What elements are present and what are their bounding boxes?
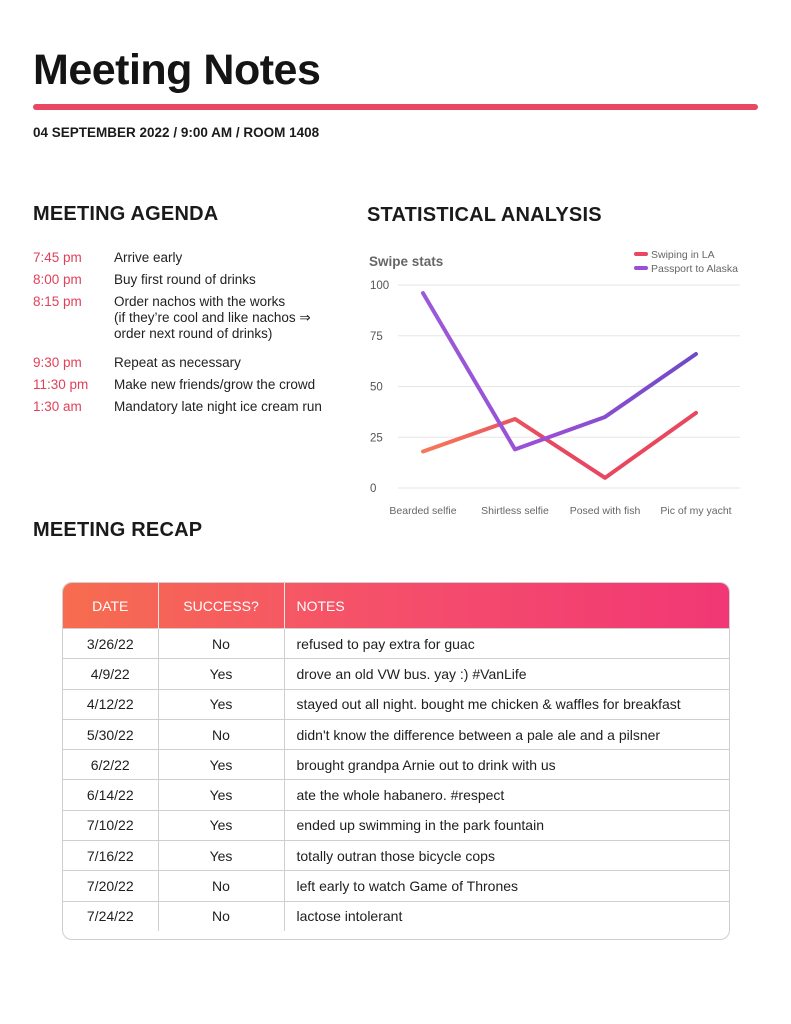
agenda-time: 8:00 pm <box>33 272 82 287</box>
legend-label: Swiping in LA <box>651 249 715 261</box>
cell-date: 5/30/22 <box>63 718 159 750</box>
cell-notes: ate the whole habanero. #respect <box>284 779 729 811</box>
table-row: 5/30/22 No didn't know the difference betw… <box>63 718 729 750</box>
cell-success: No <box>158 870 285 902</box>
column-header: DATE <box>63 583 159 629</box>
recap-table-header: DATE SUCCESS? NOTES <box>63 583 729 629</box>
recap-table: DATE SUCCESS? NOTES 3/26/22 No refused to pa… <box>62 582 730 940</box>
agenda-heading: MEETING AGENDA <box>33 203 219 225</box>
table-row: 3/26/22 No refused to pay extra for guac <box>63 627 729 659</box>
cell-notes: ended up swimming in the park fountain <box>284 809 729 841</box>
agenda-subtext: (if they’re cool and like nachos ⇒ order… <box>114 310 311 341</box>
agenda-item: 9:30 pm Repeat as necessary <box>33 355 353 371</box>
table-row: 6/14/22 Yes ate the whole habanero. #respe… <box>63 779 729 811</box>
cell-success: Yes <box>158 688 285 720</box>
cell-notes: refused to pay extra for guac <box>284 627 729 659</box>
agenda-list: 7:45 pm Arrive early 8:00 pm Buy first roun… <box>33 250 353 421</box>
table-row: 6/2/22 Yes brought grandpa Arnie out to dr… <box>63 749 729 780</box>
series-line <box>421 291 698 452</box>
agenda-time: 9:30 pm <box>33 355 82 370</box>
cell-success: No <box>158 718 285 750</box>
swipe-stats-chart: Swipe stats 0 25 50 75 100 Bearded selfie Shirt… <box>369 249 740 517</box>
agenda-time: 11:30 pm <box>33 377 89 392</box>
recap-table-body: 3/26/22 No refused to pay extra for guac 4/… <box>63 627 729 931</box>
x-tick-label: Bearded selfie <box>389 505 456 517</box>
agenda-text: Repeat as necessary <box>114 355 241 370</box>
agenda-time: 8:15 pm <box>33 294 82 309</box>
cell-notes: totally outran those bicycle cops <box>284 840 729 871</box>
cell-success: Yes <box>158 658 285 690</box>
agenda-text: Make new friends/grow the crowd <box>114 377 316 392</box>
cell-date: 4/9/22 <box>63 658 159 690</box>
agenda-item: 8:00 pm Buy first round of drinks <box>33 272 353 288</box>
cell-notes: drove an old VW bus. yay :) #VanLife <box>284 658 729 690</box>
table-row: 4/9/22 Yes drove an old VW bus. yay :) #Va… <box>63 658 729 690</box>
recap-heading: MEETING RECAP <box>33 519 203 541</box>
table-row: 7/16/22 Yes totally outran those bicycle … <box>63 840 729 871</box>
cell-success: Yes <box>158 779 285 811</box>
y-tick-label: 0 <box>370 483 376 495</box>
cell-date: 3/26/22 <box>63 627 159 659</box>
x-tick-label: Shirtless selfie <box>481 505 549 517</box>
cell-date: 7/16/22 <box>63 840 159 871</box>
cell-success: Yes <box>158 840 285 871</box>
cell-date: 7/10/22 <box>63 809 159 841</box>
y-tick-label: 75 <box>370 331 383 343</box>
x-tick-label: Pic of my yacht <box>660 505 731 517</box>
cell-success: Yes <box>158 809 285 841</box>
cell-notes: didn't know the difference between a pal… <box>284 718 729 750</box>
cell-success: No <box>158 627 285 659</box>
y-tick-label: 100 <box>370 280 389 292</box>
cell-date: 6/14/22 <box>63 779 159 811</box>
agenda-text: Order nachos with the works <box>114 294 286 309</box>
x-tick-label: Posed with fish <box>570 505 641 517</box>
cell-notes: lactose intolerant <box>284 900 729 931</box>
cell-date: 4/12/22 <box>63 688 159 720</box>
column-header: SUCCESS? <box>158 583 285 629</box>
cell-notes: stayed out all night. bought me chicken … <box>284 688 729 720</box>
cell-success: No <box>158 900 285 931</box>
agenda-text: Arrive early <box>114 250 183 265</box>
chart-title: Swipe stats <box>369 254 443 269</box>
cell-notes: brought grandpa Arnie out to drink with … <box>284 749 729 780</box>
table-row: 4/12/22 Yes stayed out all night. bought m… <box>63 688 729 720</box>
table-row: 7/10/22 Yes ended up swimming in the park … <box>63 809 729 841</box>
cell-success: Yes <box>158 749 285 780</box>
table-row: 7/20/22 No left early to watch Game of Thr… <box>63 870 729 902</box>
agenda-item: 7:45 pm Arrive early <box>33 250 353 266</box>
analysis-heading: STATISTICAL ANALYSIS <box>367 204 602 226</box>
agenda-item: 11:30 pm Make new friends/grow the crowd <box>33 377 353 393</box>
table-row: 7/24/22 No lactose intolerant <box>63 900 729 931</box>
title-underline <box>33 104 758 110</box>
agenda-time: 1:30 am <box>33 399 82 414</box>
agenda-item: 8:15 pm Order nachos with the works <box>33 294 353 310</box>
cell-notes: left early to watch Game of Thrones <box>284 870 729 902</box>
series-line <box>421 410 698 480</box>
cell-date: 7/20/22 <box>63 870 159 902</box>
agenda-text: Mandatory late night ice cream run <box>114 399 322 414</box>
agenda-time: 7:45 pm <box>33 250 82 265</box>
cell-date: 7/24/22 <box>63 900 159 931</box>
legend-label: Passport to Alaska <box>651 263 738 275</box>
cell-date: 6/2/22 <box>63 749 159 780</box>
agenda-text: Buy first round of drinks <box>114 272 256 287</box>
meeting-meta: 04 SEPTEMBER 2022 / 9:00 AM / ROOM 1408 <box>33 125 320 140</box>
y-tick-label: 25 <box>370 432 383 444</box>
page-title: Meeting Notes <box>33 46 321 94</box>
agenda-item: 1:30 am Mandatory late night ice cream ru… <box>33 399 353 415</box>
y-tick-label: 50 <box>370 382 383 394</box>
column-header: NOTES <box>296 597 345 614</box>
